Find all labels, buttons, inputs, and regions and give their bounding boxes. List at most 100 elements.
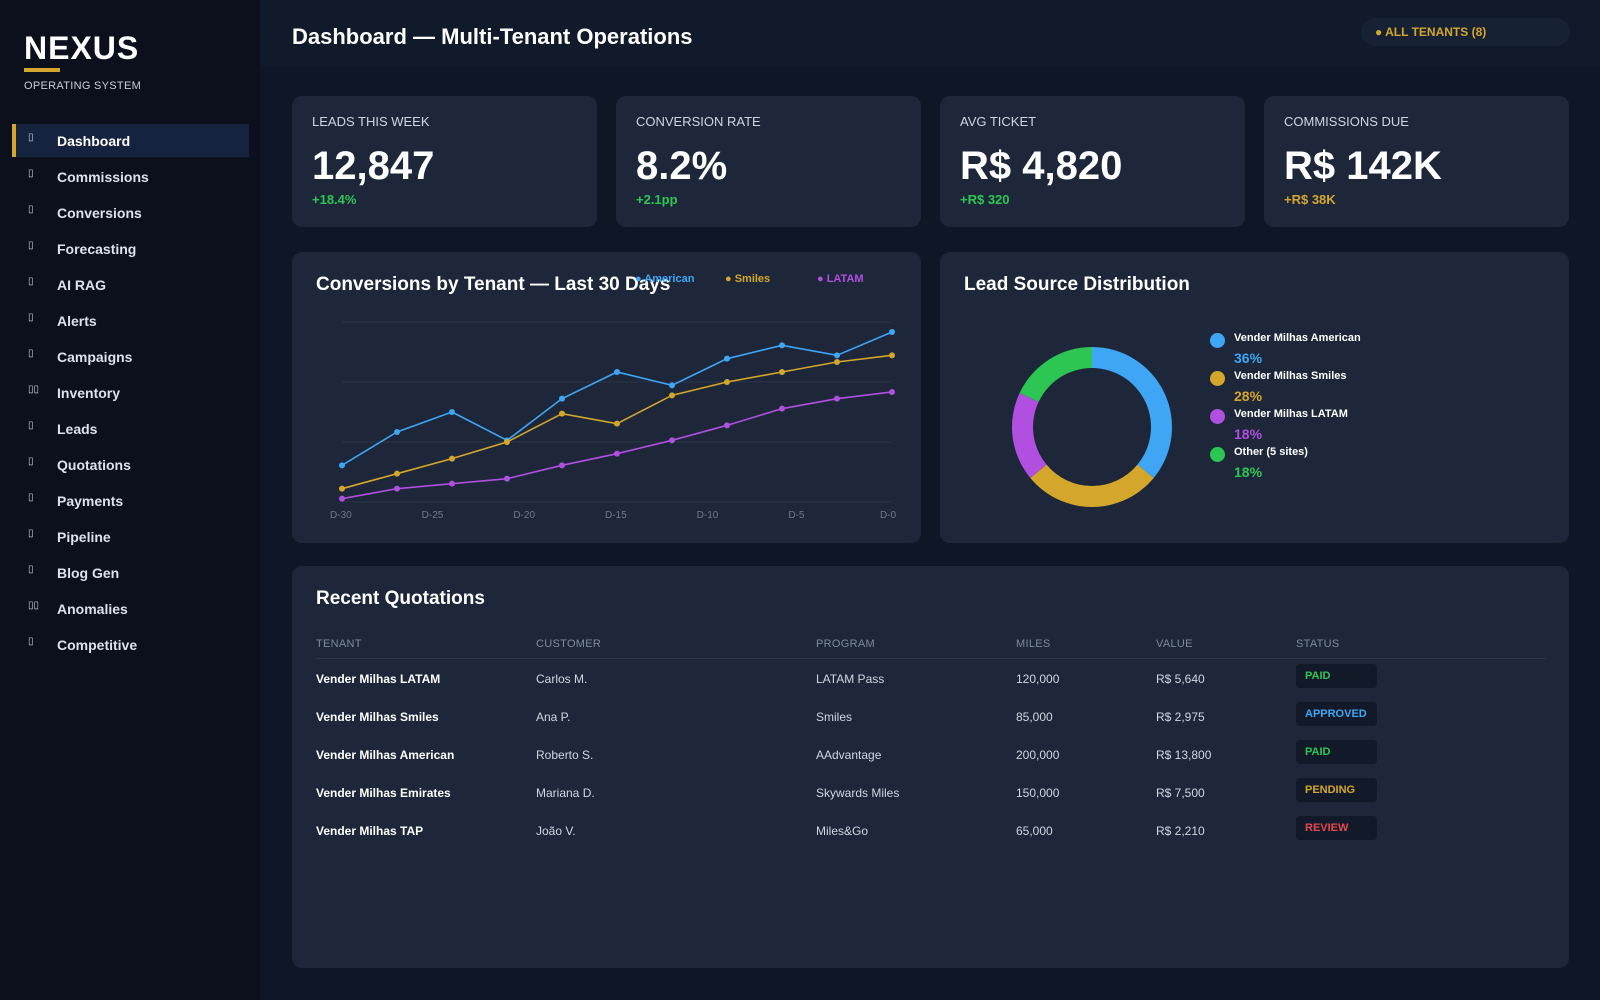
kpi-label: AVG TICKET: [960, 114, 1037, 129]
sidebar-item-commissions[interactable]: ▯ Commissions: [12, 160, 249, 193]
legend-dot: [1210, 333, 1225, 348]
sidebar-item-campaigns[interactable]: ▯ Campaigns: [12, 340, 249, 373]
kpi-card-commissions-due: COMMISSIONS DUE R$ 142K +R$ 38K: [1264, 96, 1569, 227]
table-row[interactable]: Vender Milhas American Roberto S. AAdvanta…: [292, 740, 1568, 786]
data-point: [504, 475, 510, 482]
table-row[interactable]: Vender Milhas TAP João V. Miles&Go 65,000 R$…: [292, 816, 1568, 862]
legend-dot: [1210, 409, 1225, 424]
sidebar-item-label: Payments: [57, 492, 124, 509]
header-divider: [316, 658, 1546, 659]
sidebar-item-inventory[interactable]: ▯▯ Inventory: [12, 376, 249, 409]
data-point: [559, 410, 565, 417]
table-row[interactable]: Vender Milhas LATAM Carlos M. LATAM Pass 12…: [292, 664, 1568, 710]
competitive-icon: ▯: [28, 635, 34, 647]
data-point: [834, 359, 840, 365]
sidebar-item-payments[interactable]: ▯ Payments: [12, 484, 249, 517]
sidebar-item-quotations[interactable]: ▯ Quotations: [12, 448, 249, 481]
cell-customer: João V.: [536, 824, 576, 838]
x-tick-label: D-10: [696, 510, 719, 521]
table-row[interactable]: Vender Milhas Emirates Mariana D. Skywards…: [292, 778, 1568, 824]
legend-label: Vender Milhas Smiles: [1234, 370, 1347, 382]
status-badge: PENDING: [1296, 778, 1377, 802]
data-point: [669, 392, 675, 399]
kpi-card-leads: LEADS THIS WEEK 12,847 +18.4%: [292, 96, 597, 227]
kpi-card-conversion-rate: CONVERSION RATE 8.2% +2.1pp: [616, 96, 921, 227]
x-tick-label: D-15: [605, 510, 627, 521]
column-header-program: PROGRAM: [816, 638, 875, 650]
sidebar-item-label: Leads: [57, 420, 98, 437]
brand-logo: NEXUS: [24, 30, 140, 66]
inventory-icon: ▯▯: [28, 383, 40, 395]
legend-percent: 28%: [1234, 388, 1263, 404]
sidebar-item-label: Alerts: [57, 312, 97, 329]
data-point: [724, 355, 730, 362]
data-point: [559, 462, 565, 469]
forecasting-icon: ▯: [28, 239, 34, 251]
cell-miles: 65,000: [1016, 824, 1053, 838]
sidebar-item-label: Pipeline: [57, 528, 111, 545]
sidebar-item-conversions[interactable]: ▯ Conversions: [12, 196, 249, 229]
donut-chart: [1012, 347, 1172, 507]
x-tick-label: D-5: [788, 510, 805, 521]
donut-slice-3: [1019, 347, 1092, 402]
sidebar-item-label: Anomalies: [57, 600, 128, 617]
payments-icon: ▯: [28, 491, 34, 503]
sidebar-item-label: Forecasting: [57, 240, 137, 257]
data-point: [339, 495, 345, 502]
kpi-label: COMMISSIONS DUE: [1284, 114, 1409, 129]
cell-program: LATAM Pass: [816, 672, 885, 686]
data-point: [614, 450, 620, 457]
data-point: [614, 369, 620, 375]
cell-customer: Mariana D.: [536, 786, 595, 800]
legend-label: Vender Milhas LATAM: [1234, 408, 1348, 420]
cell-value: R$ 13,800: [1156, 748, 1212, 762]
status-badge: APPROVED: [1296, 702, 1377, 726]
sidebar-item-alerts[interactable]: ▯ Alerts: [12, 304, 249, 337]
series-line-2: [341, 391, 893, 500]
cell-tenant: Vender Milhas American: [316, 748, 455, 762]
sidebar-item-label: Competitive: [57, 636, 138, 653]
data-point: [834, 395, 840, 402]
sidebar-item-forecasting[interactable]: ▯ Forecasting: [12, 232, 249, 265]
cell-miles: 85,000: [1016, 710, 1053, 724]
column-header-tenant: TENANT: [316, 638, 362, 650]
cell-value: R$ 5,640: [1156, 672, 1205, 686]
ai-rag-icon: ▯: [28, 275, 34, 287]
sidebar-item-ai-rag[interactable]: ▯ AI RAG: [12, 268, 249, 301]
sidebar-item-pipeline[interactable]: ▯ Pipeline: [12, 520, 249, 553]
data-point: [779, 405, 785, 412]
data-point: [834, 352, 840, 359]
legend-label: Other (5 sites): [1234, 446, 1308, 458]
sidebar-item-leads[interactable]: ▯ Leads: [12, 412, 249, 445]
cell-program: Smiles: [816, 710, 853, 724]
anomalies-icon: ▯▯: [28, 599, 40, 611]
kpi-delta: +18.4%: [312, 192, 357, 207]
tenant-filter-button[interactable]: ● ALL TENANTS (8): [1361, 18, 1570, 46]
cell-miles: 120,000: [1016, 672, 1060, 686]
status-badge: PAID: [1296, 664, 1377, 688]
conversions-icon: ▯: [28, 203, 34, 215]
kpi-value: 8.2%: [636, 144, 728, 188]
cell-tenant: Vender Milhas TAP: [316, 824, 424, 838]
sidebar-item-anomalies[interactable]: ▯▯ Anomalies: [12, 592, 249, 625]
data-point: [724, 379, 730, 385]
table-row[interactable]: Vender Milhas Smiles Ana P. Smiles 85,000 R$…: [292, 702, 1568, 748]
sidebar-item-dashboard[interactable]: ▯ Dashboard: [12, 124, 249, 157]
kpi-label: CONVERSION RATE: [636, 114, 761, 129]
legend-label: Vender Milhas American: [1234, 332, 1361, 344]
sidebar-item-label: Quotations: [57, 456, 131, 473]
data-point: [559, 395, 565, 402]
leads-icon: ▯: [28, 419, 34, 431]
x-tick-label: D-25: [421, 510, 444, 521]
cell-tenant: Vender Milhas Smiles: [316, 710, 439, 724]
cell-tenant: Vender Milhas Emirates: [316, 786, 451, 800]
column-header-value: VALUE: [1156, 638, 1193, 650]
donut-slice-2: [1012, 392, 1047, 478]
quotations-icon: ▯: [28, 455, 34, 467]
cell-customer: Roberto S.: [536, 748, 594, 762]
x-tick-label: D-30: [330, 510, 352, 521]
sidebar-item-competitive[interactable]: ▯ Competitive: [12, 628, 249, 661]
sidebar-item-blog-gen[interactable]: ▯ Blog Gen: [12, 556, 249, 589]
line-chart: [339, 321, 895, 503]
data-point: [669, 437, 675, 444]
